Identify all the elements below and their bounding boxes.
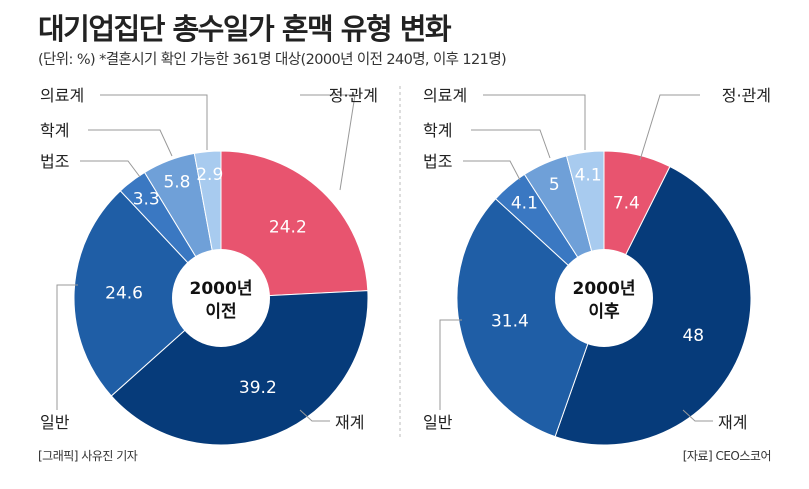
leader-line [682, 409, 713, 422]
category-label: 정·관계 [722, 86, 771, 105]
source: [자료] CEO스코어 [682, 449, 772, 463]
data-label: 2.9 [196, 165, 223, 185]
leader-line [299, 409, 330, 422]
category-label: 법조 [40, 152, 69, 171]
slice-재계 [554, 165, 752, 446]
slice-재계 [110, 290, 369, 446]
category-label: 의료계 [40, 86, 84, 105]
slice-정·관계 [220, 150, 369, 299]
page-title: 대기업집단 총수일가 혼맥 유형 변화 [38, 12, 452, 46]
data-label: 5.8 [163, 173, 190, 193]
center-label: 이전 [205, 302, 236, 322]
category-label: 정·관계 [329, 86, 378, 105]
leader-line [100, 94, 208, 150]
data-label: 39.2 [239, 378, 277, 398]
leader-line [56, 284, 78, 410]
data-label: 48 [682, 326, 704, 346]
leader-line [463, 160, 521, 181]
category-label: 의료계 [423, 86, 467, 105]
category-label: 법조 [423, 152, 452, 171]
leader-line [471, 129, 551, 159]
leader-line [483, 94, 586, 150]
center-label: 2000년 [573, 279, 636, 299]
data-label: 24.2 [269, 218, 307, 238]
leader-line [80, 160, 141, 178]
data-label: 31.4 [491, 312, 529, 332]
leader-line [300, 94, 356, 191]
credit: [그래픽] 사유진 기자 [38, 449, 138, 463]
category-label: 일반 [40, 413, 70, 432]
center-label: 2000년 [190, 279, 253, 299]
category-label: 재계 [718, 413, 747, 432]
slice-일반 [73, 190, 222, 397]
donut-hole [555, 249, 653, 347]
donut-chart-1: 24.2 정·관계 39.2 재계 24.6 일반 3.3 법조 5.8 학계 2.9 의료계 2000… [40, 86, 378, 446]
center-label: 이후 [588, 301, 620, 322]
data-label: 7.4 [613, 194, 640, 214]
slice-일반 [456, 198, 605, 438]
data-label: 4.1 [575, 166, 602, 186]
data-label: 4.1 [511, 194, 538, 214]
category-label: 재계 [335, 413, 364, 432]
subtitle: (단위: %) *결혼시기 확인 가능한 361명 대상(2000년 이전 24… [38, 52, 507, 68]
leader-line [88, 129, 173, 157]
data-label: 3.3 [133, 190, 160, 210]
data-label: 24.6 [105, 284, 143, 304]
donut-hole [172, 249, 270, 347]
leader-line [439, 319, 462, 410]
leader-line [639, 94, 700, 161]
category-label: 학계 [423, 121, 452, 140]
category-label: 학계 [40, 121, 69, 140]
category-label: 일반 [423, 413, 453, 432]
data-label: 5 [549, 175, 560, 195]
